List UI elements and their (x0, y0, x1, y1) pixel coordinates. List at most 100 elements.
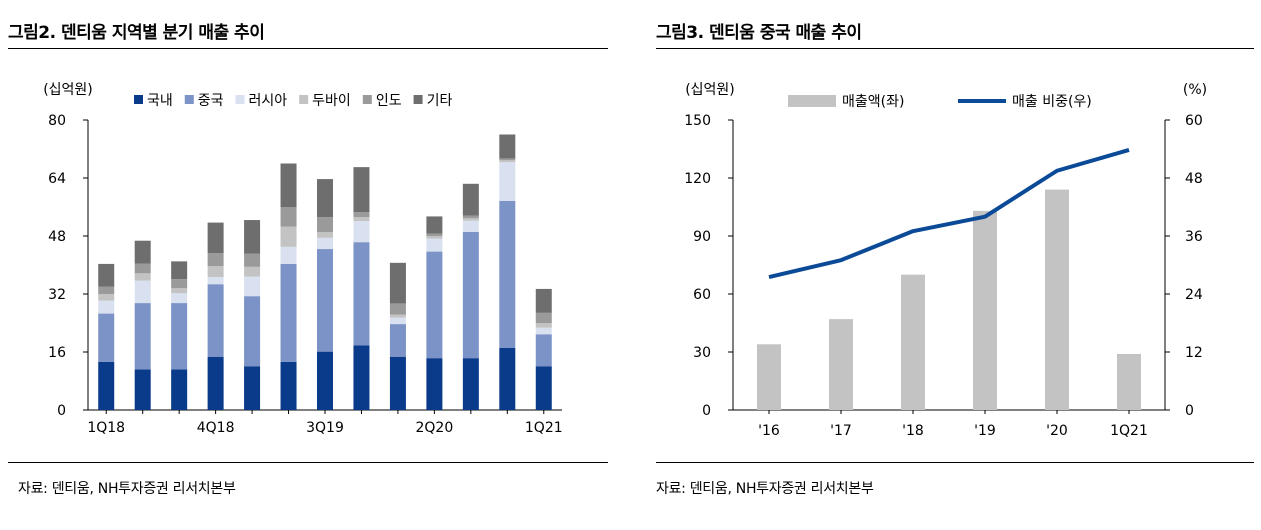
left-y-axis-unit-label: (십억원) (685, 82, 735, 98)
bar-segment (244, 276, 261, 297)
bar-segment (426, 233, 443, 236)
bar-segment (134, 263, 151, 274)
right-source-rule (656, 462, 1254, 463)
bar-segment (426, 216, 443, 234)
x-tick-label: '19 (974, 423, 996, 439)
bar-segment (280, 263, 297, 362)
bar-segment (207, 276, 224, 285)
bar-segment (462, 358, 479, 410)
bar-segment (317, 179, 333, 218)
bar-segment (462, 183, 479, 216)
right-y-tick-label: 48 (1185, 171, 1203, 187)
bar-segment (317, 232, 333, 238)
bar-segment (317, 217, 333, 233)
bar-segment (207, 222, 224, 254)
right-y-tick-label: 36 (1185, 229, 1203, 245)
bar-segment (244, 296, 261, 367)
bar-segment (499, 200, 516, 349)
revenue-bar (757, 344, 781, 410)
bar-segment (244, 253, 261, 267)
legend-label-bar: 매출액(좌) (842, 94, 904, 110)
revenue-bar (1045, 189, 1069, 410)
right-source-note: 자료: 덴티움, NH투자증권 리서치본부 (656, 481, 874, 497)
bar-segment (171, 288, 188, 294)
right-y-tick-label: 60 (1185, 113, 1203, 129)
left-y-tick-label: 0 (702, 403, 711, 419)
y-tick-label: 48 (48, 229, 66, 245)
bar-segment (535, 323, 552, 328)
x-tick-label: 1Q18 (87, 420, 125, 436)
left-y-tick-label: 90 (693, 229, 711, 245)
legend-swatch (235, 95, 245, 104)
right-y-tick-label: 12 (1185, 345, 1203, 361)
y-tick-label: 16 (48, 345, 66, 361)
bar-segment (171, 261, 188, 280)
bar-segment (207, 253, 224, 267)
revenue-bar (1117, 353, 1141, 410)
bar-segment (499, 158, 516, 161)
bar-segment (353, 167, 370, 213)
legend-label-line: 매출 비중(우) (1012, 94, 1092, 110)
legend-label: 중국 (198, 93, 224, 109)
bar-segment (535, 288, 552, 313)
bar-segment (98, 294, 115, 301)
bar-segment (171, 303, 188, 370)
bar-segment (353, 221, 370, 243)
x-tick-label: 1Q21 (525, 420, 563, 436)
x-tick-label: '18 (902, 423, 924, 439)
bar-segment (462, 232, 479, 359)
left-y-tick-label: 120 (684, 171, 711, 187)
bar-segment (426, 358, 443, 410)
bar-segment (244, 266, 261, 277)
left-source-note: 자료: 덴티움, NH투자증권 리서치본부 (18, 481, 236, 497)
bar-segment (462, 215, 479, 219)
right-title-rule (656, 48, 1254, 49)
left-y-tick-label: 60 (693, 287, 711, 303)
bar-segment (535, 312, 552, 323)
right-y-tick-label: 0 (1185, 403, 1194, 419)
bar-segment (389, 262, 406, 304)
bar-segment (317, 351, 333, 410)
revenue-bar (829, 319, 853, 410)
right-chart-title: 그림3. 덴티움 중국 매출 추이 (656, 23, 862, 43)
bar-segment (499, 134, 516, 159)
bar-segment (98, 361, 115, 410)
x-tick-label: 3Q19 (306, 420, 344, 436)
bar-segment (134, 369, 151, 410)
revenue-bar (901, 274, 925, 410)
bar-segment (207, 356, 224, 410)
right-y-axis-unit-label: (%) (1183, 82, 1207, 98)
bar-segment (317, 237, 333, 250)
bar-segment (171, 279, 188, 289)
bar-segment (207, 266, 224, 277)
left-stacked-bar-chart: 0 16 32 48 64 80 (십억원) 1Q18 4Q18 3Q19 2Q20 1Q21 국내 중국… (43, 82, 563, 436)
y-axis-unit-label: (십억원) (43, 82, 93, 98)
left-title-rule (8, 48, 608, 49)
right-y-tick-label: 24 (1185, 287, 1203, 303)
x-tick-label: 1Q21 (1110, 423, 1148, 439)
bar-segment (462, 218, 479, 221)
bar-segment (134, 280, 151, 304)
legend-label: 기타 (427, 93, 453, 109)
bar-segment (426, 236, 443, 239)
left-y-tick-label: 150 (684, 113, 711, 129)
legend-swatch-bar (788, 95, 836, 107)
x-tick-label: '16 (758, 423, 780, 439)
bar-segment (353, 345, 370, 410)
bar-segment (98, 263, 115, 287)
bar-segment (389, 314, 406, 318)
y-tick-label: 0 (57, 403, 66, 419)
bar-segment (317, 249, 333, 352)
legend-swatch (413, 95, 423, 104)
bar-segment (389, 317, 406, 325)
bar-segment (389, 324, 406, 357)
bar-segment (98, 313, 115, 362)
left-chart-title: 그림2. 덴티움 지역별 분기 매출 추이 (8, 23, 265, 43)
bar-segment (280, 163, 297, 207)
bar-segment (280, 361, 297, 410)
bar-segment (280, 246, 297, 264)
bar-segment (426, 238, 443, 252)
share-line (768, 148, 1130, 280)
revenue-bar (973, 210, 997, 410)
bar-segment (244, 220, 261, 254)
